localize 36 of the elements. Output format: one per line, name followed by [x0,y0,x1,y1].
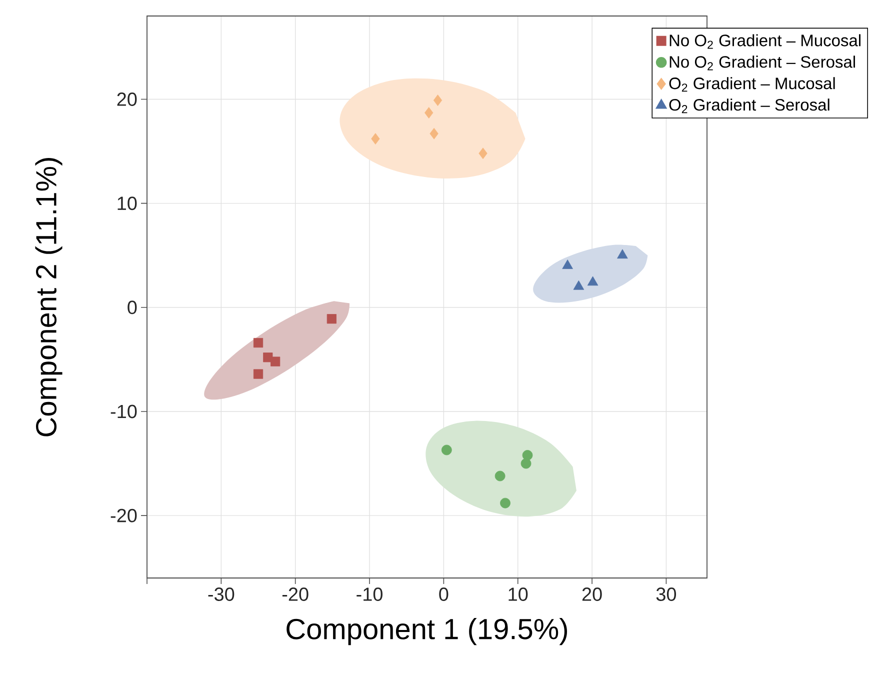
y-tick-label: -10 [110,404,137,418]
x-tick-label: -30 [208,588,234,601]
point [253,338,264,348]
point [326,314,336,324]
point [270,356,280,366]
point [520,458,532,469]
y-tick-label: -20 [110,508,137,522]
x-tick-label: 0 [439,588,448,601]
legend-label: No O$_{2}$ Gradient – Serosal [670,56,855,70]
x-tick-label: -10 [356,588,382,601]
point [562,260,573,269]
point [478,148,488,160]
point [371,133,380,145]
point [587,276,598,286]
point [500,498,510,508]
y-axis-title: Component 2 (11.1%) [35,158,62,436]
point [522,450,533,460]
x-tick-label: 20 [582,588,602,601]
point [433,94,442,106]
x-tick-label: 10 [508,588,528,601]
legend-label: O$_{2}$ Gradient – Serosal [669,98,830,114]
point [573,280,584,290]
legend-label: No O$_{2}$ Gradient – Mucosal [670,34,860,49]
x-axis-title: Component 1 (19.5%) [286,618,567,646]
point [430,128,438,140]
x-tick-label: 30 [656,588,676,601]
legend-label: O$_{2}$ Gradient – Mucosal [669,77,835,92]
point [441,444,452,456]
point [424,107,434,118]
point [494,470,506,482]
y-tick-label: 0 [128,300,137,314]
y-tick-label: 10 [118,196,137,210]
x-tick-label: -20 [282,588,308,601]
y-tick-label: 20 [117,92,137,106]
point [617,249,628,259]
point [253,369,264,379]
